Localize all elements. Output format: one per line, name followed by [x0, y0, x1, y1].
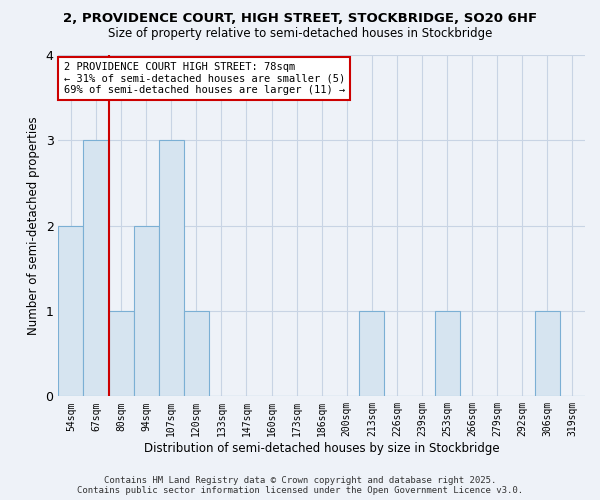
Bar	[58, 226, 83, 396]
Bar	[184, 311, 209, 396]
Bar	[109, 311, 134, 396]
Bar	[535, 311, 560, 396]
Text: 2 PROVIDENCE COURT HIGH STREET: 78sqm
← 31% of semi-detached houses are smaller : 2 PROVIDENCE COURT HIGH STREET: 78sqm ← …	[64, 62, 345, 95]
Bar	[359, 311, 385, 396]
Text: Size of property relative to semi-detached houses in Stockbridge: Size of property relative to semi-detach…	[108, 28, 492, 40]
Bar	[83, 140, 109, 396]
Bar	[159, 140, 184, 396]
Bar	[434, 311, 460, 396]
Text: Contains HM Land Registry data © Crown copyright and database right 2025.
Contai: Contains HM Land Registry data © Crown c…	[77, 476, 523, 495]
Text: 2, PROVIDENCE COURT, HIGH STREET, STOCKBRIDGE, SO20 6HF: 2, PROVIDENCE COURT, HIGH STREET, STOCKB…	[63, 12, 537, 26]
Y-axis label: Number of semi-detached properties: Number of semi-detached properties	[27, 116, 40, 335]
Bar	[134, 226, 159, 396]
X-axis label: Distribution of semi-detached houses by size in Stockbridge: Distribution of semi-detached houses by …	[144, 442, 500, 455]
